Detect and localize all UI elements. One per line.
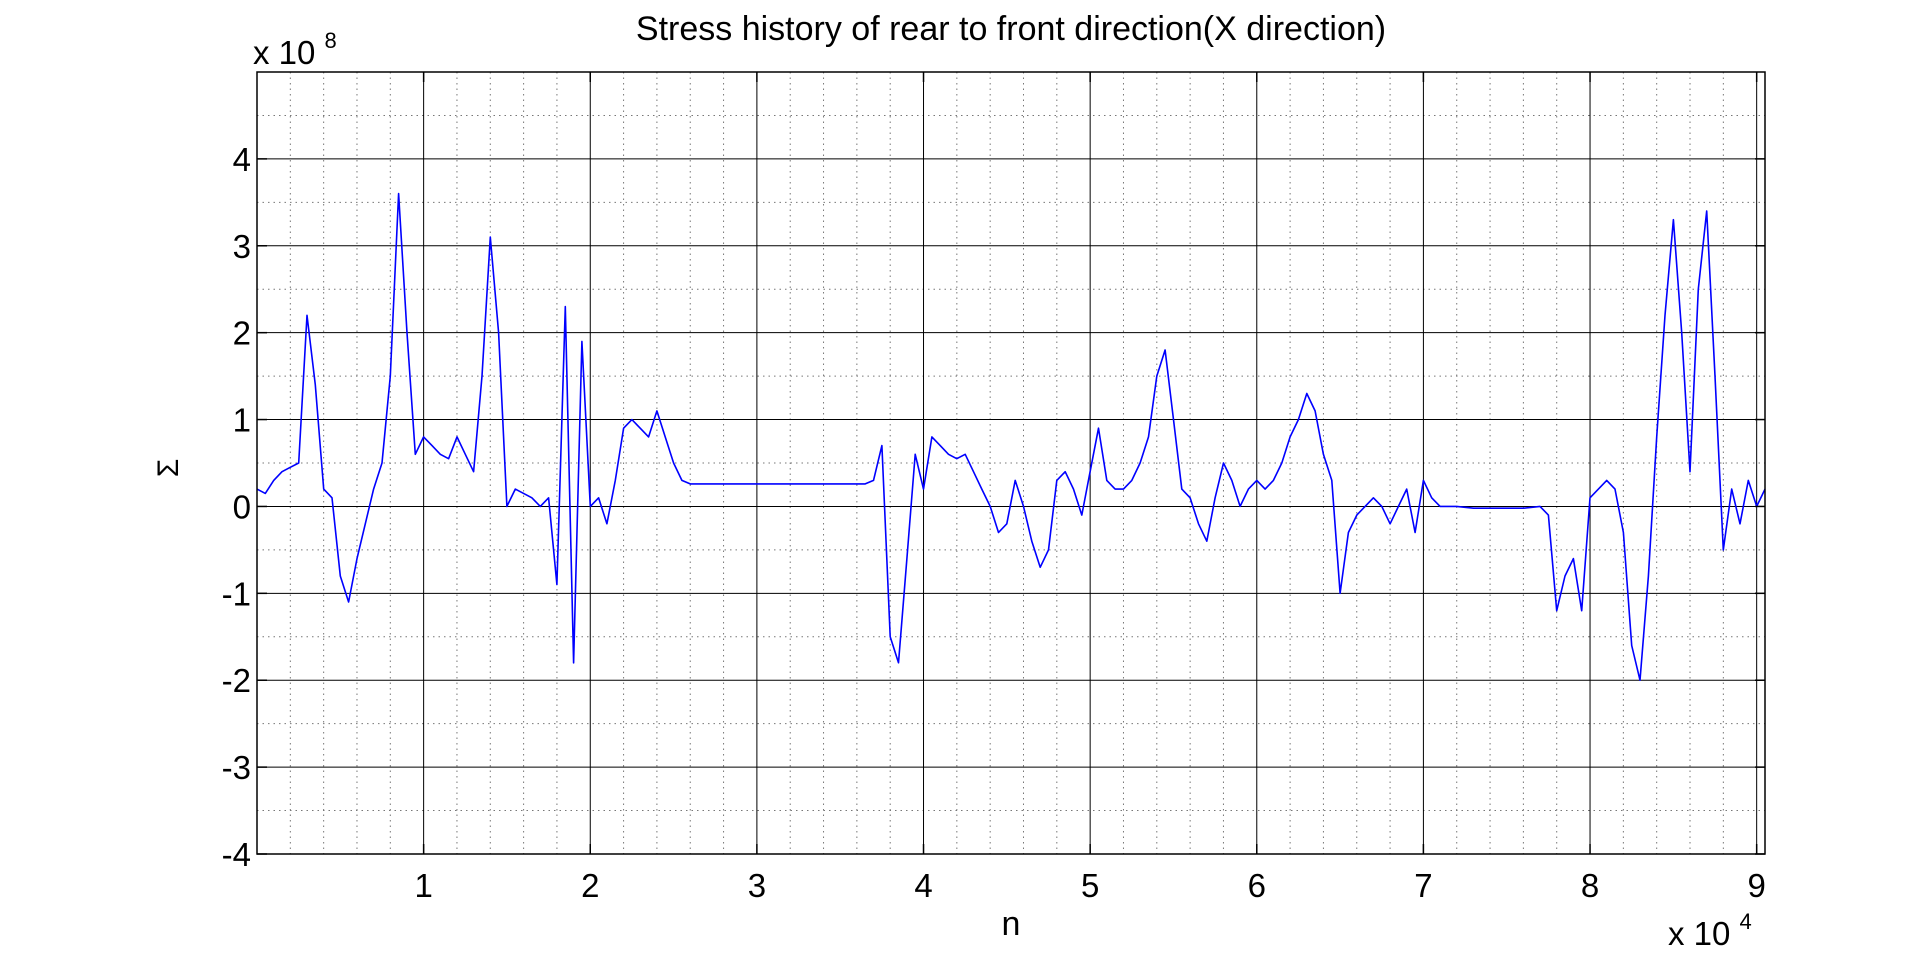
- x-tick-label: 1: [414, 867, 432, 904]
- x-multiplier-exponent: 4: [1740, 909, 1752, 934]
- y-axis-multiplier: x 10 8: [253, 28, 337, 71]
- plot-area-frame: [256, 71, 1766, 855]
- x-tick-label: 2: [581, 867, 599, 904]
- x-tick-label: 9: [1747, 867, 1765, 904]
- x-tick-label: 3: [748, 867, 766, 904]
- x-multiplier-base: x 10: [1668, 915, 1730, 948]
- y-multiplier-base: x 10: [253, 34, 315, 71]
- chart-title: Stress history of rear to front directio…: [636, 10, 1386, 48]
- x-tick-label: 7: [1414, 867, 1432, 904]
- x-axis-multiplier: x 10 4: [1668, 909, 1752, 948]
- major-grid: [257, 72, 1765, 855]
- y-tick-label: -1: [222, 575, 251, 612]
- x-tick-label: 8: [1581, 867, 1599, 904]
- y-tick-label: -4: [222, 836, 251, 873]
- x-axis-label: n: [1002, 905, 1021, 943]
- x-tick-labels: 1 2 3 4 5 6 7 8 9: [414, 867, 1765, 904]
- series-layer: [256, 192, 1766, 681]
- x-tick-label: 4: [914, 867, 932, 904]
- x-tick-label: 6: [1248, 867, 1266, 904]
- minor-grid: [257, 72, 1765, 854]
- x-tick-label: 5: [1081, 867, 1099, 904]
- y-tick-label: 2: [233, 315, 251, 352]
- y-tick-label: 0: [233, 488, 251, 525]
- y-axis-label: Σ: [152, 459, 185, 478]
- y-tick-labels: 4 3 2 1 0 -1 -2 -3 -4: [222, 141, 251, 873]
- y-tick-label: 1: [233, 402, 251, 439]
- y-tick-label: -2: [222, 662, 251, 699]
- y-multiplier-exponent: 8: [325, 28, 337, 53]
- series-line: [256, 192, 1766, 681]
- y-tick-label: 4: [233, 141, 251, 178]
- tick-marks: [257, 72, 1765, 855]
- y-tick-label: -3: [222, 749, 251, 786]
- y-tick-label: 3: [233, 228, 251, 265]
